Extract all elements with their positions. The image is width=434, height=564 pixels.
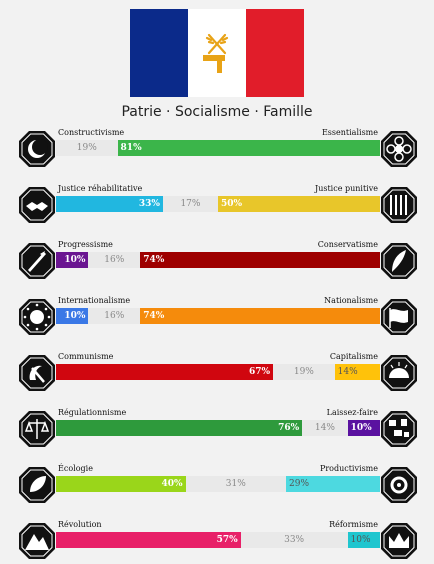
leaf-hand-icon	[18, 466, 56, 504]
axis-right-label: Nationalisme	[324, 296, 378, 305]
hammer-and-wheat-icon	[203, 33, 229, 73]
axis-right-segment: 10%	[347, 420, 380, 436]
axis-left-label: Internationalisme	[58, 296, 131, 305]
scattered-pieces-icon	[380, 410, 418, 448]
axis-middle-segment: 19%	[273, 364, 335, 380]
axis-bar: 67% 19% 14%	[56, 364, 380, 380]
hammer-sickle-icon	[18, 354, 56, 392]
axis-left-label: Justice réhabilitative	[58, 184, 143, 193]
axis-left-label: Régulationnisme	[58, 408, 127, 417]
axis-right-segment: 50%	[217, 196, 380, 212]
axis-row: Révolution Réformisme 57% 33% 10%	[18, 520, 418, 564]
axis-right-label: Productivisme	[319, 464, 378, 473]
globe-stars-icon	[18, 298, 56, 336]
handshake-icon	[18, 186, 56, 224]
axis-row: Régulationnisme Laissez-faire 76% 14% 10%	[18, 408, 418, 458]
axis-right-label: Laissez-faire	[326, 408, 378, 417]
axis-left-segment: 57%	[56, 532, 241, 548]
axis-right-label: Réformisme	[329, 520, 378, 529]
axis-right-segment: 81%	[117, 140, 380, 156]
waving-flag-icon	[380, 298, 418, 336]
axis-bar: 76% 14% 10%	[56, 420, 380, 436]
axis-right-segment: 29%	[286, 476, 380, 492]
axis-bar: 40% 31% 29%	[56, 476, 380, 492]
axis-right-label: Capitalisme	[329, 352, 378, 361]
axis-left-segment: 40%	[56, 476, 186, 492]
flag-red-band	[246, 9, 304, 97]
axis-right-segment: 14%	[334, 364, 380, 380]
axis-bar: 10% 16% 74%	[56, 308, 380, 324]
mountain-fist-icon	[18, 522, 56, 560]
axis-middle-segment: 31%	[185, 476, 287, 492]
axis-middle-segment: 33%	[240, 532, 348, 548]
axis-middle-segment: 17%	[162, 196, 218, 212]
axis-left-label: Écologie	[58, 464, 93, 473]
axis-middle-segment: 14%	[302, 420, 348, 436]
flag-blue-band	[130, 9, 188, 97]
motto: Patrie · Socialisme · Famille	[121, 104, 313, 120]
axis-row: Communisme Capitalisme 67% 19% 14%	[18, 352, 418, 402]
axis-bar: 19% 81%	[56, 140, 380, 156]
axis-row: Progressisme Conservatisme 10% 16% 74%	[18, 240, 418, 290]
axis-row: Internationalisme Nationalisme 10% 16% 74%	[18, 296, 418, 346]
axis-left-label: Communisme	[58, 352, 114, 361]
axis-right-label: Justice punitive	[314, 184, 378, 193]
axis-right-label: Essentialisme	[321, 128, 378, 137]
crown-icon	[380, 522, 418, 560]
axis-right-segment: 74%	[140, 252, 380, 268]
quill-icon	[380, 242, 418, 280]
axis-left-label: Progressisme	[58, 240, 113, 249]
crescent-icon	[18, 130, 56, 168]
flag-white-band	[188, 9, 246, 97]
axis-row: Écologie Productivisme 40% 31% 29%	[18, 464, 418, 514]
axis-row: Constructivisme Essentialisme 19% 81%	[18, 128, 418, 178]
rocket-icon	[18, 242, 56, 280]
axis-left-segment: 10%	[56, 308, 89, 324]
axis-left-segment: 67%	[56, 364, 274, 380]
axis-bar: 10% 16% 74%	[56, 252, 380, 268]
axis-bar: 33% 17% 50%	[56, 196, 380, 212]
axis-row: Justice réhabilitative Justice punitive 33…	[18, 184, 418, 234]
axis-left-segment: 76%	[56, 420, 303, 436]
axis-left-label: Révolution	[58, 520, 102, 529]
axis-middle-segment: 19%	[56, 140, 118, 156]
axis-right-segment: 10%	[347, 532, 380, 548]
prison-bars-icon	[380, 186, 418, 224]
axis-left-label: Constructivisme	[58, 128, 125, 137]
axis-middle-segment: 16%	[88, 308, 141, 324]
axis-bar: 57% 33% 10%	[56, 532, 380, 548]
axis-right-label: Conservatisme	[317, 240, 378, 249]
axis-left-segment: 10%	[56, 252, 89, 268]
scales-icon	[18, 410, 56, 448]
flower-icon	[380, 130, 418, 168]
coins-icon	[380, 354, 418, 392]
axis-left-segment: 33%	[56, 196, 163, 212]
axis-right-segment: 74%	[140, 308, 380, 324]
factory-gear-icon	[380, 466, 418, 504]
flag	[130, 9, 304, 97]
axis-middle-segment: 16%	[88, 252, 141, 268]
